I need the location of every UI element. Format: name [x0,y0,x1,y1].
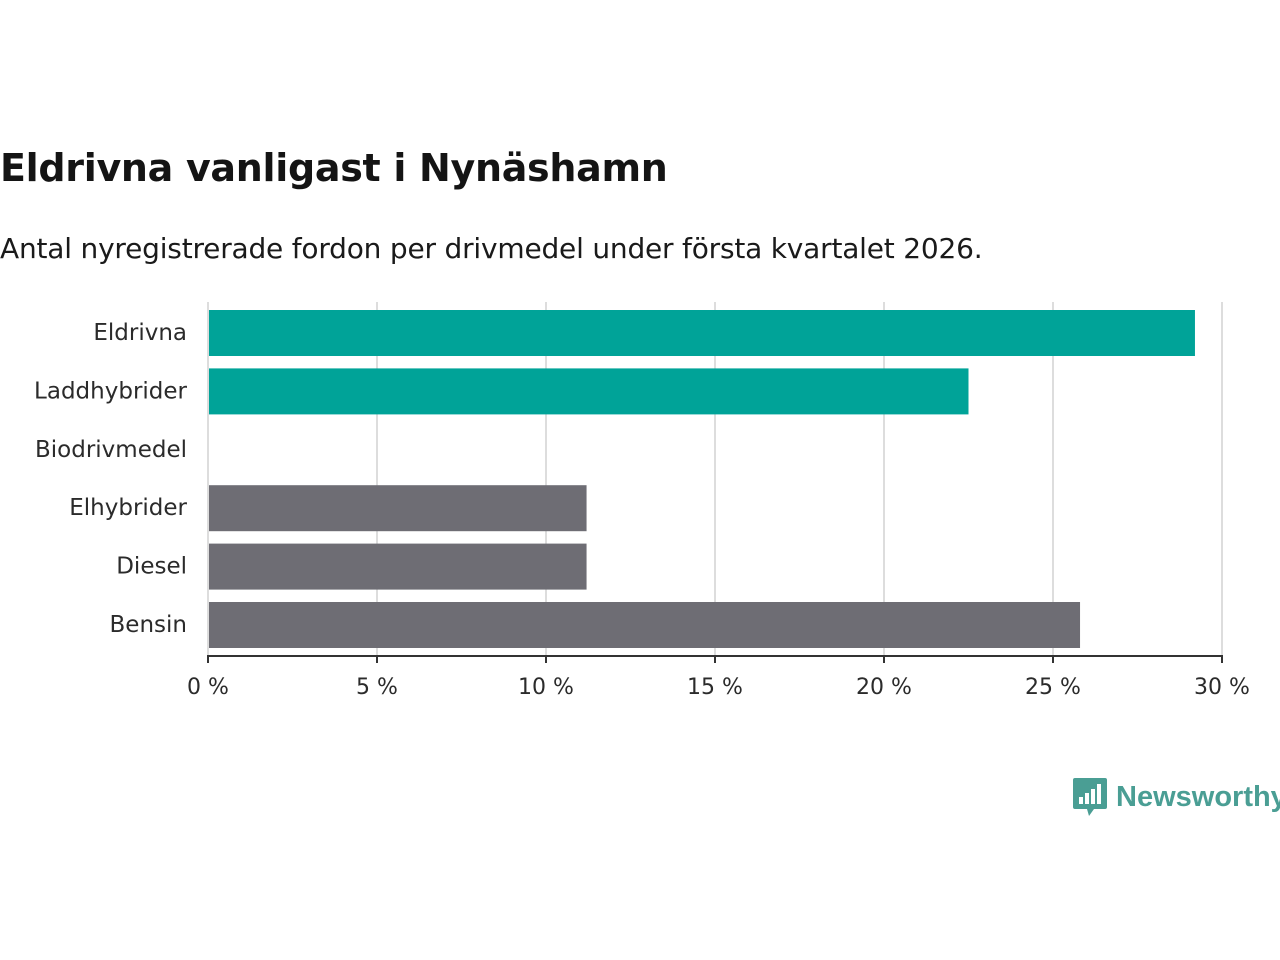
x-tick-label-20: 20 % [856,675,912,700]
x-tick-label-0: 0 % [187,675,229,700]
x-tick-label-10: 10 % [518,675,574,700]
brand-name: Newsworthy [1116,780,1280,813]
category-label-bensin: Bensin [110,612,187,638]
bar-laddhybrider [208,368,969,415]
chart-subtitle: Antal nyregistrerade fordon per drivmede… [0,232,983,265]
bar-elhybrider [208,485,587,532]
bar-bensin [208,602,1081,648]
category-label-elhybrider: Elhybrider [69,495,187,521]
category-label-diesel: Diesel [116,554,187,580]
newsworthy-brand: Newsworthy [1072,776,1280,818]
x-tick-label-25: 25 % [1025,675,1081,700]
bar-diesel [208,543,587,590]
bar-eldrivna [208,310,1195,356]
x-tick-label-5: 5 % [356,675,398,700]
category-labels: Eldrivna Laddhybrider Biodrivmedel Elhybrid… [34,320,187,638]
category-label-laddhybrider: Laddhybrider [34,378,187,404]
x-tick-label-30: 30 % [1194,675,1250,700]
newsworthy-logo-icon [1073,778,1107,816]
category-label-biodrivmedel: Biodrivmedel [35,437,187,463]
category-label-eldrivna: Eldrivna [93,320,187,346]
chart-title: Eldrivna vanligast i Nynäshamn [0,146,668,190]
x-axis: 0 % 5 % 10 % 15 % 20 % 25 % 30 % [187,302,1250,700]
grid-lines [376,302,1223,656]
x-tick-label-15: 15 % [687,675,743,700]
bars [208,310,1195,648]
